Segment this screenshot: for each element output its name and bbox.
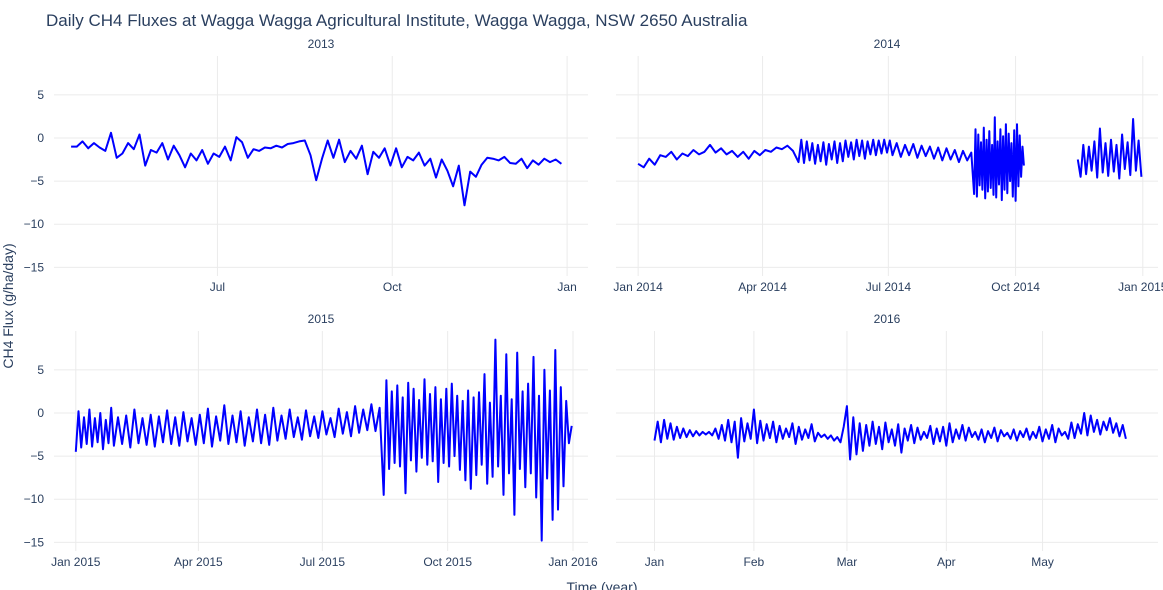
chart-title: Daily CH4 Fluxes at Wagga Wagga Agricult… (46, 11, 748, 30)
x-tick-label: Feb (744, 555, 765, 569)
y-tick-label: 0 (37, 131, 44, 145)
y-tick-label: −10 (24, 217, 45, 231)
x-tick-label: Jan 2015 (1118, 280, 1163, 294)
x-tick-label: Jul 2014 (866, 280, 912, 294)
panel-subtitle: 2016 (874, 312, 901, 326)
x-tick-label: Oct (383, 280, 402, 294)
panels-layer: 2013 5 0 −5 −10 −15 Jul Oct Jan 2014 Jan 2014 Apr 2… (24, 37, 1163, 569)
panel-2014: 2014 Jan 2014 Apr 2014 Jul 2014 Oct 2014 Jan … (613, 37, 1163, 294)
x-tick-label: Jan 2014 (613, 280, 663, 294)
x-tick-label: May (1031, 555, 1054, 569)
y-tick-label: −10 (24, 492, 45, 506)
series-line-2016 (653, 405, 1127, 461)
y-tick-label: 0 (37, 406, 44, 420)
x-tick-label: Apr 2014 (738, 280, 787, 294)
x-tick-label: Mar (837, 555, 858, 569)
y-tick-label: 5 (37, 88, 44, 102)
y-tick-label: 5 (37, 363, 44, 377)
panel-2013: 2013 5 0 −5 −10 −15 Jul Oct Jan (24, 37, 588, 294)
panel-2015: 2015 5 0 −5 −10 −15 Jan 2015 Apr 2015 Jul 2015 Oc… (24, 312, 598, 569)
y-tick-label: −15 (24, 535, 45, 549)
x-tick-label: Jul 2015 (300, 555, 346, 569)
y-tick-label: −15 (24, 260, 45, 274)
x-tick-label: Jan (645, 555, 664, 569)
x-axis-title: Time (year) (566, 579, 637, 590)
y-tick-label: −5 (30, 449, 44, 463)
x-tick-label: Jan 2015 (51, 555, 101, 569)
y-axis-title: CH4 Flux (g/ha/day) (0, 243, 16, 368)
panel-subtitle: 2014 (874, 37, 901, 51)
y-tick-label: −5 (30, 174, 44, 188)
x-tick-label: Apr (937, 555, 956, 569)
series-line-2014 (637, 116, 1143, 202)
series-line-2013 (71, 131, 563, 207)
panel-subtitle: 2015 (308, 312, 335, 326)
panel-subtitle: 2013 (308, 37, 335, 51)
x-tick-label: Jul (210, 280, 225, 294)
x-tick-label: Apr 2015 (174, 555, 223, 569)
series-line-2015 (74, 338, 573, 542)
x-tick-label: Jan (557, 280, 576, 294)
x-tick-label: Oct 2014 (991, 280, 1040, 294)
x-tick-label: Oct 2015 (423, 555, 472, 569)
panel-2016: 2016 Jan Feb Mar Apr May (616, 312, 1158, 569)
x-tick-label: Jan 2016 (548, 555, 598, 569)
